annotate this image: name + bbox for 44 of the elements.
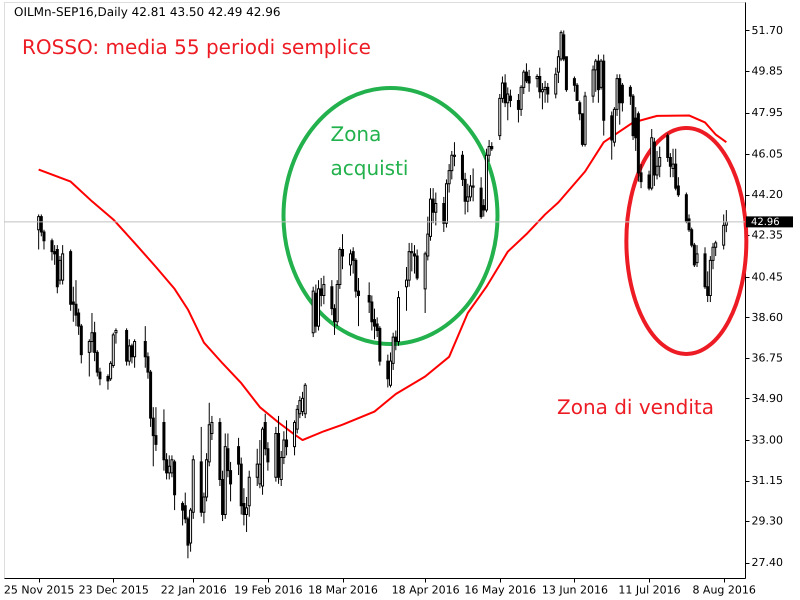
candlestick — [722, 214, 726, 250]
x-tick-label: 11 Jul 2016 — [618, 584, 681, 596]
x-tick-label: 19 Feb 2016 — [234, 584, 303, 596]
x-tick-label: 8 Aug 2016 — [692, 584, 756, 596]
candlestick — [696, 244, 699, 268]
y-tick-label: 34.90 — [752, 392, 783, 405]
candlestick — [133, 338, 136, 368]
candlestick — [546, 82, 550, 104]
candlestick — [50, 238, 54, 261]
y-tick-label: 31.15 — [752, 474, 783, 488]
ref-line-label: 42.96 — [751, 216, 780, 228]
candlestick — [416, 248, 419, 281]
y-tick-label: 29.30 — [752, 514, 783, 528]
y-tick-label: 40.45 — [752, 270, 783, 284]
y-tick-label: 27.40 — [752, 556, 783, 570]
candlestick — [256, 448, 259, 487]
y-tick-label: 36.75 — [752, 351, 783, 364]
y-tick-label: 44.20 — [752, 188, 783, 202]
x-tick-label: 16 May 2016 — [464, 584, 536, 596]
candlestick — [506, 86, 510, 121]
candlestick — [434, 192, 438, 226]
x-tick-label: 23 Dec 2015 — [78, 584, 149, 596]
candlestick — [349, 248, 352, 276]
candlestick — [658, 146, 662, 178]
line-series — [38, 114, 728, 442]
x-tick-label: 25 Nov 2015 — [4, 584, 74, 596]
x-tick-label: 18 Mar 2016 — [308, 584, 378, 596]
annotation: ROSSO: media 55 periodi semplice — [22, 35, 371, 59]
x-tick-label: 18 Apr 2016 — [392, 584, 460, 596]
annotation: Zona di vendita — [557, 395, 714, 419]
y-tick-label: 33.00 — [752, 434, 783, 447]
y-tick-label: 49.85 — [752, 64, 783, 78]
candlestick — [472, 168, 475, 202]
x-tick-label: 13 Jun 2016 — [542, 584, 608, 596]
y-tick-label: 51.70 — [752, 24, 783, 37]
y-tick-label: 42.35 — [752, 228, 783, 242]
candlestick — [322, 275, 326, 305]
chart-title: OILMn-SEP16,Daily 42.81 43.50 42.49 42.96 — [14, 5, 281, 19]
y-tick-label: 38.60 — [752, 310, 783, 324]
annotation: Zona acquisti — [330, 122, 408, 180]
x-tick-label: 22 Jan 2016 — [160, 584, 227, 596]
y-tick-label: 47.95 — [752, 106, 783, 120]
candlestick — [37, 214, 40, 250]
y-tick-label: 46.05 — [752, 148, 783, 161]
